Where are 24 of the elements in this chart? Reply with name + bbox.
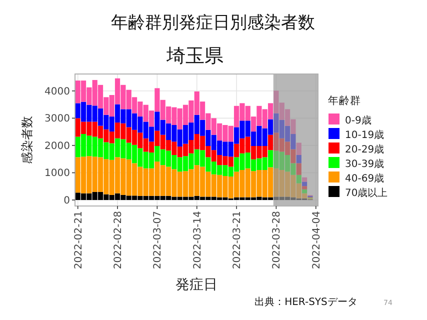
x-tick-label: 2022-03-28	[272, 211, 283, 270]
x-tick-label: 2022-02-28	[113, 211, 124, 270]
legend-label: 40-69歳	[345, 172, 384, 184]
chart-subtitle: 埼玉県	[166, 45, 224, 67]
x-tick-label: 2022-04-04	[311, 211, 322, 270]
legend-label: 30-39歳	[345, 158, 384, 170]
legend-label: 70歳以上	[345, 187, 388, 199]
x-tick-label: 2022-03-21	[232, 211, 244, 270]
y-tick-label: 3000	[44, 114, 70, 125]
y-tick-label: 0	[64, 196, 70, 206]
x-axis-title: 発症日	[176, 277, 218, 293]
legend-title: 年齢群	[328, 95, 361, 107]
legend-label: 20-29歳	[345, 144, 384, 156]
legend-label: 10-19歳	[345, 129, 384, 141]
x-tick-label: 2022-03-14	[192, 211, 204, 270]
y-axis-title: 感染者数	[20, 116, 34, 164]
y-tick-label: 4000	[44, 86, 70, 98]
y-tick-label: 2000	[44, 140, 70, 152]
chart-title: 年齢群別発症日別感染者数	[111, 13, 315, 33]
x-tick-label: 2022-02-21	[73, 211, 84, 270]
x-tick-label: 2022-03-07	[152, 211, 164, 270]
source-note: 出典：HER-SYSデータ	[254, 296, 358, 308]
y-tick-label: 1000	[44, 168, 70, 180]
legend-label: 0-9歳	[345, 114, 372, 126]
